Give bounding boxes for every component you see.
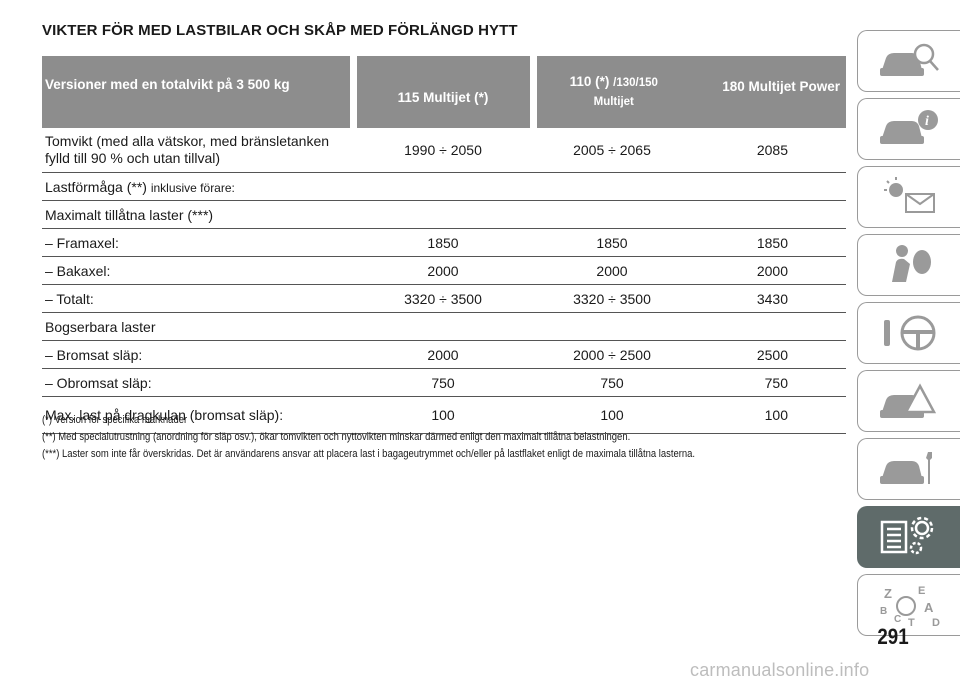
tab-starting-driving[interactable] bbox=[857, 302, 960, 364]
cell-value: 2000 bbox=[353, 340, 533, 369]
steering-wheel-icon bbox=[884, 315, 936, 351]
row-label: – Obromsat släp: bbox=[42, 368, 353, 397]
cell-value: 750 bbox=[691, 368, 846, 397]
svg-text:C: C bbox=[894, 614, 901, 625]
warning-light-envelope-icon bbox=[884, 177, 935, 213]
row-label: Bogserbara laster bbox=[42, 312, 846, 341]
cell-value: 100 bbox=[353, 396, 533, 434]
svg-text:Z: Z bbox=[884, 586, 892, 601]
table-row: Maximalt tillåtna laster (***) bbox=[42, 200, 846, 229]
cell-value: 1850 bbox=[533, 228, 691, 257]
alphabetical-index-icon: Z E B A C T D bbox=[880, 585, 940, 628]
svg-text:E: E bbox=[918, 585, 925, 597]
svg-text:i: i bbox=[925, 114, 929, 129]
cell-value: 2000 bbox=[533, 256, 691, 285]
table-row: Bogserbara laster bbox=[42, 312, 846, 341]
header-multijet-line2: Multijet bbox=[593, 96, 634, 108]
tab-car-search[interactable] bbox=[857, 30, 960, 92]
table-row: – Totalt: 3320 ÷ 3500 3320 ÷ 3500 3430 bbox=[42, 284, 846, 313]
tab-index[interactable]: Z E B A C T D bbox=[857, 574, 960, 636]
header-180-multijet-power: 180 Multijet Power bbox=[691, 56, 846, 128]
row-label: Tomvikt (med alla vätskor, med bränsleta… bbox=[42, 128, 353, 173]
cell-value: 750 bbox=[533, 368, 691, 397]
cell-value: 2000 ÷ 2500 bbox=[533, 340, 691, 369]
tab-car-info[interactable]: i bbox=[857, 98, 960, 160]
footnote: (***) Laster som inte får överskridas. D… bbox=[42, 448, 696, 460]
watermark: carmanualsonline.info bbox=[690, 660, 870, 680]
cell-value: 100 bbox=[533, 396, 691, 434]
row-label: – Bromsat släp: bbox=[42, 340, 353, 369]
svg-text:T: T bbox=[908, 617, 915, 628]
tab-technical-data[interactable] bbox=[857, 506, 960, 568]
footnotes: (*) Version för specifika marknader (**)… bbox=[42, 412, 842, 463]
tab-maintenance[interactable] bbox=[857, 438, 960, 500]
table-row: – Bromsat släp: 2000 2000 ÷ 2500 2500 bbox=[42, 340, 846, 369]
row-label: Max. last på dragkulan (bromsat släp): bbox=[42, 396, 353, 434]
car-service-wrench-icon bbox=[880, 452, 932, 484]
footnote: (**) Med specialutrustning (anordning fö… bbox=[42, 431, 631, 443]
car-search-icon bbox=[880, 43, 939, 76]
svg-text:A: A bbox=[924, 600, 934, 615]
chapter-tabs: i bbox=[857, 30, 960, 642]
svg-text:B: B bbox=[880, 606, 887, 617]
header-110-130-150-multijet: 110 (*) /130/150 Multijet bbox=[529, 56, 691, 128]
row-label: Maximalt tillåtna laster (***) bbox=[42, 200, 846, 229]
cell-value: 2500 bbox=[691, 340, 846, 369]
row-label: – Totalt: bbox=[42, 284, 353, 313]
technical-data-gear-icon bbox=[880, 516, 934, 555]
table-row: Tomvikt (med alla vätskor, med bränsleta… bbox=[42, 128, 846, 173]
tab-safety[interactable] bbox=[857, 234, 960, 296]
cell-value: 2005 ÷ 2065 bbox=[533, 128, 691, 173]
airbag-passenger-icon bbox=[892, 245, 931, 282]
header-versions: Versioner med en totalvikt på 3 500 kg bbox=[42, 56, 353, 128]
cell-value: 3430 bbox=[691, 284, 846, 313]
page-title: VIKTER FÖR MED LASTBILAR OCH SKÅP MED FÖ… bbox=[42, 22, 518, 39]
page-number: 291 bbox=[877, 624, 909, 649]
table-row: – Obromsat släp: 750 750 750 bbox=[42, 368, 846, 397]
cell-value: 3320 ÷ 3500 bbox=[533, 284, 691, 313]
svg-text:D: D bbox=[932, 617, 940, 628]
cell-value: 1990 ÷ 2050 bbox=[353, 128, 533, 173]
table-row: – Framaxel: 1850 1850 1850 bbox=[42, 228, 846, 257]
tab-emergency[interactable] bbox=[857, 370, 960, 432]
header-115-multijet: 115 Multijet (*) bbox=[349, 56, 533, 128]
cell-value: 1850 bbox=[691, 228, 846, 257]
table-header-row: Versioner med en totalvikt på 3 500 kg 1… bbox=[42, 56, 846, 128]
row-label: Lastförmåga (**) inklusive förare: bbox=[42, 172, 846, 201]
cell-value: 2000 bbox=[353, 256, 533, 285]
cell-value: 1850 bbox=[353, 228, 533, 257]
table-row: – Bakaxel: 2000 2000 2000 bbox=[42, 256, 846, 285]
header-130-150-small: /130/150 bbox=[613, 77, 658, 89]
cell-value: 3320 ÷ 3500 bbox=[353, 284, 533, 313]
cell-value: 750 bbox=[353, 368, 533, 397]
car-info-icon: i bbox=[880, 110, 938, 144]
table-row: Max. last på dragkulan (bromsat släp): 1… bbox=[42, 396, 846, 434]
cell-value: 2085 bbox=[691, 128, 846, 173]
table-row: Lastförmåga (**) inklusive förare: bbox=[42, 172, 846, 201]
car-breakdown-icon bbox=[880, 383, 937, 418]
row-label: – Bakaxel: bbox=[42, 256, 353, 285]
row-label: – Framaxel: bbox=[42, 228, 353, 257]
cell-value: 2000 bbox=[691, 256, 846, 285]
footnote: (*) Version för specifika marknader bbox=[42, 414, 188, 426]
header-110-main: 110 (*) bbox=[569, 74, 614, 89]
weights-table: Versioner med en totalvikt på 3 500 kg 1… bbox=[42, 56, 846, 434]
cell-value: 100 bbox=[691, 396, 846, 434]
tab-warning-lights[interactable] bbox=[857, 166, 960, 228]
